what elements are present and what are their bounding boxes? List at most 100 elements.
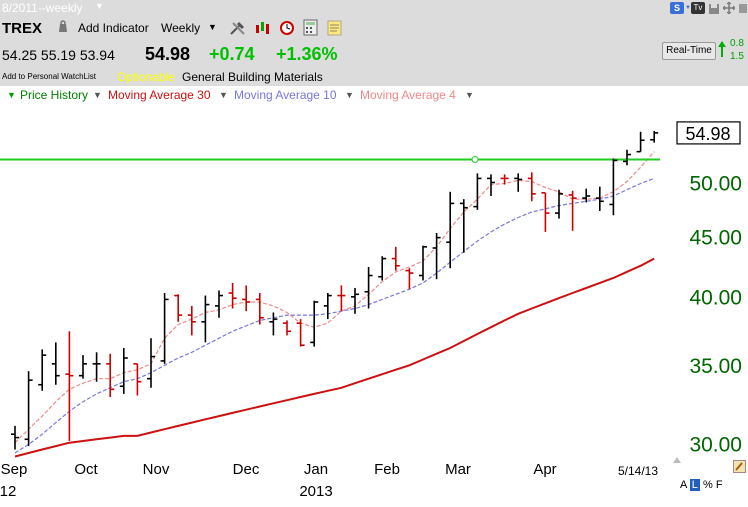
real-time-button[interactable]: Real-Time [662,42,716,60]
alarm-clock-icon[interactable] [278,19,296,36]
price-chart[interactable]: 50.00 45.00 40.00 35.00 30.00 54.98 Sep Oct Nov D… [0,108,748,502]
price-bar [174,294,183,322]
last-price-label: 54.98 [685,124,730,144]
price-bar [296,319,305,347]
price-bar [541,192,550,232]
price-bar [446,191,455,269]
x-month-label: Feb [374,461,400,478]
s-icon[interactable]: S [670,2,684,14]
price-bar [24,371,33,447]
ohlc-values: 54.25 55.19 53.94 [2,47,115,63]
price-bar [595,186,604,211]
date-range-label[interactable]: 8/2011--weekly [2,1,83,15]
price-bar [201,295,210,343]
price-bar [568,190,577,231]
price-bar [514,173,523,192]
realtime-value-bottom: 1.5 [730,51,744,62]
tools-icon[interactable] [229,19,247,36]
chevron-down-icon[interactable]: ▼ [7,90,16,100]
log-scale-option[interactable]: L [689,479,700,491]
symbol-label[interactable]: TREX [2,20,43,37]
price-chart-svg[interactable]: 50.00 45.00 40.00 35.00 30.00 54.98 Sep Oct Nov D… [0,108,748,502]
price-bar [487,174,495,196]
price-bar [419,245,427,281]
candlestick-icon[interactable] [254,19,272,36]
chevron-down-icon[interactable]: ▼ [95,1,104,11]
price-bar [636,131,645,153]
add-indicator-button[interactable]: Add Indicator [78,21,149,35]
close-icon[interactable] [738,1,748,13]
price-bar [187,305,196,336]
horizontal-line-handle [471,155,479,163]
price-bar [323,293,332,320]
last-price-box [676,121,741,145]
y-tick-label: 35.00 [689,355,742,378]
chevron-down-icon[interactable]: ▼ [219,90,228,100]
price-bar [228,282,237,309]
chevron-down-icon[interactable]: ▼ [345,90,354,100]
chevron-down-icon[interactable]: ▼ [685,5,691,11]
price-bar [119,348,128,394]
chevron-down-icon[interactable]: ▼ [465,90,474,100]
price-bar [106,353,115,398]
ma30-line [14,257,655,458]
price-bar [269,312,278,336]
optionable-label: Optionable [117,70,176,84]
y-tick-label: 50.00 [689,172,742,195]
add-to-watchlist-link[interactable]: Add to Personal WatchList [2,72,96,81]
chevron-down-icon[interactable]: ▼ [208,22,217,32]
move-icon[interactable] [722,1,736,15]
legend-ma30[interactable]: Moving Average 30 [108,88,211,102]
collapse-icon[interactable] [672,452,682,463]
price-bar [432,233,441,280]
price-bar [650,130,659,143]
legend-ma10[interactable]: Moving Average 10 [234,88,337,102]
price-bar [51,342,60,385]
price-bar [92,352,101,382]
price-bar [79,355,87,379]
notepad-icon[interactable] [326,19,344,36]
x-month-label: Oct [74,461,98,478]
realtime-value-top: 0.8 [730,38,744,49]
arith-scale-option[interactable]: A [680,479,687,491]
y-tick-label: 45.00 [689,226,742,249]
y-tick-label: 40.00 [689,287,742,310]
price-bar [473,173,482,210]
price-bar [310,300,319,347]
tv-icon[interactable]: Tv [691,2,705,14]
ma10-line [14,177,655,454]
last-price: 54.98 [145,44,191,64]
date-label: 5/14/13 [618,464,658,478]
calculator-icon[interactable] [302,19,320,36]
chevron-down-icon[interactable]: ▼ [93,90,102,100]
price-bar [609,158,618,216]
price-bar [527,172,536,202]
pencil-icon[interactable] [733,460,746,473]
price-bar [11,425,19,450]
x-month-label: Apr [533,461,556,478]
interval-select[interactable]: Weekly [161,21,201,35]
weight-icon[interactable] [56,20,70,33]
fixed-scale-option[interactable]: F [715,479,723,491]
price-change-percent: +1.36% [276,44,338,64]
arrow-up-icon [717,40,727,58]
save-icon[interactable] [708,2,720,14]
price-bar [459,199,468,253]
scale-toggle[interactable]: A L % F [680,479,723,491]
percent-scale-option[interactable]: % [702,479,713,491]
price-bar [582,188,591,203]
price-bar [215,290,223,318]
x-month-label: Dec [233,461,260,478]
x-month-label: Mar [445,461,471,478]
legend-ma4[interactable]: Moving Average 4 [360,88,456,102]
x-year-label: 12 [0,483,16,500]
price-bar [147,338,155,388]
industry-label[interactable]: General Building Materials [182,70,323,84]
price-bar [500,174,509,185]
x-month-label: Jan [304,461,328,478]
legend-price-history[interactable]: Price History [20,88,89,102]
price-bar [378,256,387,281]
price-bar [555,189,563,219]
price-bar [405,268,414,290]
price-bar [160,293,169,364]
